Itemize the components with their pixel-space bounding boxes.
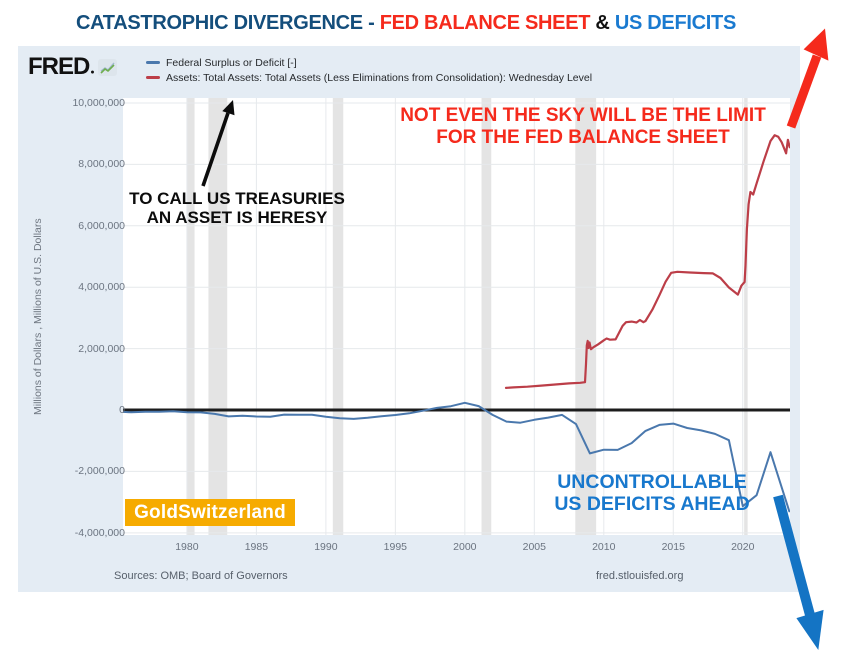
legend-label-deficit: Federal Surplus or Deficit [-] [166, 56, 297, 69]
recession-band [332, 98, 344, 535]
plot-area: NOT EVEN THE SKY WILL BE THE LIMIT FOR T… [123, 98, 790, 535]
annotation-uncontrollable-deficits: UNCONTROLLABLE US DEFICITS AHEAD [554, 471, 750, 516]
x-tick-label: 1995 [383, 541, 408, 553]
y-axis-title: Millions of Dollars , Millions of U.S. D… [32, 218, 44, 415]
recession-band [208, 98, 228, 535]
legend-swatch-blue [146, 61, 160, 64]
legend-label-assets: Assets: Total Assets: Total Assets (Less… [166, 71, 593, 84]
x-tick-label: 2015 [661, 541, 685, 553]
fred-chart-widget: FRED ● Federal Surplus or Deficit [-] As… [18, 46, 800, 592]
legend-row-deficit: Federal Surplus or Deficit [-] [146, 55, 592, 70]
registered-mark: ● [90, 69, 95, 76]
fred-sparkline-icon [97, 58, 117, 76]
recession-band [481, 98, 492, 535]
title-part-us-deficits: US DEFICITS [614, 12, 736, 34]
recession-band [744, 98, 748, 535]
x-tick-label: 1980 [175, 541, 199, 553]
fred-logo: FRED ● [28, 53, 117, 80]
page-title: CATASTROPHIC DIVERGENCE - FED BALANCE SH… [0, 12, 812, 35]
y-tick-label: -2,000,000 [74, 465, 125, 478]
y-tick-label: 10,000,000 [72, 96, 125, 109]
annotation-sky-limit: NOT EVEN THE SKY WILL BE THE LIMIT FOR T… [400, 105, 766, 148]
title-part-divergence: CATASTROPHIC DIVERGENCE - [76, 12, 380, 34]
x-tick-label: 2020 [731, 541, 755, 553]
y-tick-label: -4,000,000 [74, 526, 125, 539]
series-federal-surplus-or-deficit [123, 401, 790, 513]
x-tick-label: 2000 [453, 541, 477, 553]
legend-swatch-red [146, 76, 160, 79]
chart-legend: Federal Surplus or Deficit [-] Assets: T… [146, 55, 592, 85]
title-part-fed-balance-sheet: FED BALANCE SHEET [379, 12, 591, 34]
annotation-heresy: TO CALL US TREASURIES AN ASSET IS HERESY [129, 189, 345, 228]
title-part-ampersand: & [590, 12, 615, 34]
y-tick-label: 8,000,000 [78, 158, 125, 171]
fred-url-text: fred.stlouisfed.org [596, 570, 684, 582]
y-tick-label: 6,000,000 [78, 219, 125, 232]
sources-text: Sources: OMB; Board of Governors [114, 570, 288, 582]
recession-band [186, 98, 195, 535]
recession-band [575, 98, 597, 535]
y-tick-label: 2,000,000 [78, 342, 125, 355]
fred-logo-text: FRED [28, 53, 90, 80]
series-fed-total-assets [504, 134, 790, 389]
x-tick-label: 1985 [244, 541, 269, 553]
chart-canvas [123, 98, 790, 535]
x-tick-label: 2010 [592, 541, 616, 553]
x-tick-label: 2005 [522, 541, 546, 553]
y-tick-label: 4,000,000 [78, 281, 125, 294]
y-tick-label: 0 [119, 404, 125, 416]
x-tick-label: 1990 [314, 541, 338, 553]
goldswitzerland-badge: GoldSwitzerland [125, 499, 295, 526]
legend-row-assets: Assets: Total Assets: Total Assets (Less… [146, 70, 592, 85]
